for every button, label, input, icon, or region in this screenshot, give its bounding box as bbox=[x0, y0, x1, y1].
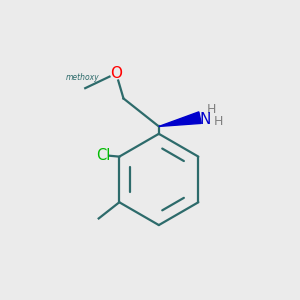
Polygon shape bbox=[159, 112, 201, 126]
Text: H: H bbox=[207, 103, 216, 116]
Text: Cl: Cl bbox=[96, 148, 110, 163]
Text: H: H bbox=[214, 115, 223, 128]
Text: N: N bbox=[200, 112, 211, 128]
Text: O: O bbox=[110, 66, 122, 81]
Text: methoxy: methoxy bbox=[66, 73, 100, 82]
